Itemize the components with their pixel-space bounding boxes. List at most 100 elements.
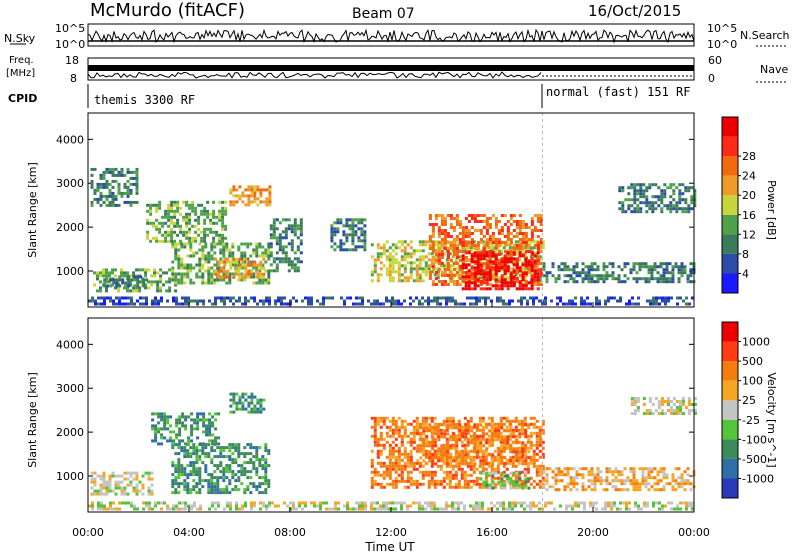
power-cell	[523, 267, 527, 271]
velocity-cell	[231, 446, 235, 450]
velocity-cell	[503, 441, 507, 445]
velocity-cell	[481, 455, 485, 459]
power-cell	[628, 302, 631, 306]
power-cell	[647, 280, 651, 284]
power-cell	[206, 200, 210, 204]
velocity-cell	[463, 479, 467, 483]
velocity-cell	[174, 464, 178, 468]
power-cell	[269, 254, 273, 258]
power-cell	[568, 302, 571, 306]
power-cell	[527, 287, 531, 291]
velocity-cell	[231, 458, 235, 462]
power-cell	[639, 192, 643, 196]
velocity-cell	[517, 479, 521, 483]
power-cell	[650, 268, 654, 272]
power-cell	[668, 277, 672, 281]
velocity-cell	[425, 444, 429, 448]
power-cell	[373, 258, 377, 262]
velocity-cell	[526, 446, 530, 450]
velocity-cell	[391, 446, 395, 450]
velocity-cell	[147, 471, 151, 475]
velocity-cell	[208, 427, 212, 431]
power-cell	[213, 245, 217, 249]
power-cell	[512, 214, 516, 217]
power-cell	[88, 299, 91, 303]
velocity-cell	[253, 410, 257, 414]
power-cell	[491, 241, 495, 244]
velocity-cell	[689, 482, 693, 486]
power-cell	[132, 289, 136, 293]
velocity-cell	[382, 473, 386, 477]
power-cell	[470, 257, 474, 261]
velocity-cell	[253, 404, 257, 408]
velocity-ytick-label: 4000	[56, 338, 84, 351]
power-cell	[470, 274, 474, 277]
velocity-cell	[382, 470, 386, 474]
power-cell	[90, 203, 94, 207]
velocity-cell	[693, 403, 697, 406]
power-cell	[491, 260, 495, 264]
power-cell	[509, 217, 513, 220]
velocity-cell	[497, 432, 501, 436]
power-cell	[127, 302, 130, 306]
power-cell	[449, 241, 453, 244]
power-cell	[296, 266, 300, 270]
power-cell	[253, 260, 257, 264]
velocity-cell	[135, 489, 139, 493]
power-cell	[476, 257, 480, 261]
power-cell	[164, 236, 168, 240]
power-cell	[669, 183, 673, 187]
velocity-cell	[566, 473, 570, 477]
velocity-cell	[391, 434, 395, 438]
velocity-cell	[391, 440, 395, 444]
power-cell	[370, 279, 374, 283]
cpid-label: CPID	[8, 92, 37, 105]
power-cell	[566, 268, 570, 272]
velocity-cell	[400, 467, 404, 471]
velocity-cell	[394, 437, 398, 441]
velocity-cell	[403, 455, 407, 459]
power-cell	[339, 242, 343, 246]
power-cell	[170, 218, 174, 222]
velocity-cell	[662, 485, 666, 489]
power-cell	[250, 188, 254, 192]
power-cell	[186, 266, 190, 270]
power-cell	[633, 183, 637, 187]
power-cell	[415, 279, 419, 283]
power-cell	[192, 251, 196, 255]
power-cell	[581, 268, 585, 272]
power-cell	[639, 201, 643, 205]
power-cell	[109, 278, 113, 282]
power-cell	[689, 262, 693, 266]
power-cell	[153, 271, 157, 275]
power-cell	[201, 278, 205, 282]
power-cell	[499, 243, 503, 247]
velocity-cell	[214, 442, 218, 446]
velocity-cell	[470, 429, 474, 433]
power-cell	[542, 274, 546, 278]
power-cell	[590, 280, 594, 284]
power-cell	[572, 277, 576, 281]
power-cell	[339, 221, 343, 225]
velocity-cell	[431, 447, 435, 451]
velocity-cell	[469, 473, 473, 477]
velocity-cell	[234, 473, 238, 477]
power-cell	[174, 251, 178, 255]
power-cell	[361, 296, 364, 300]
power-cell	[213, 263, 217, 267]
velocity-cell	[527, 486, 531, 490]
velocity-cell	[225, 446, 229, 450]
power-cell	[524, 260, 528, 264]
power-cell	[247, 269, 251, 273]
velocity-cell	[644, 482, 648, 486]
velocity-cell	[228, 446, 232, 450]
power-cell	[164, 215, 168, 219]
power-cell	[431, 244, 435, 247]
power-cell	[90, 182, 94, 186]
velocity-cell	[388, 449, 392, 453]
velocity-cell	[382, 476, 386, 480]
power-cell	[146, 203, 150, 207]
velocity-cell	[415, 467, 419, 471]
velocity-cell	[151, 424, 155, 428]
velocity-cell	[436, 464, 440, 468]
